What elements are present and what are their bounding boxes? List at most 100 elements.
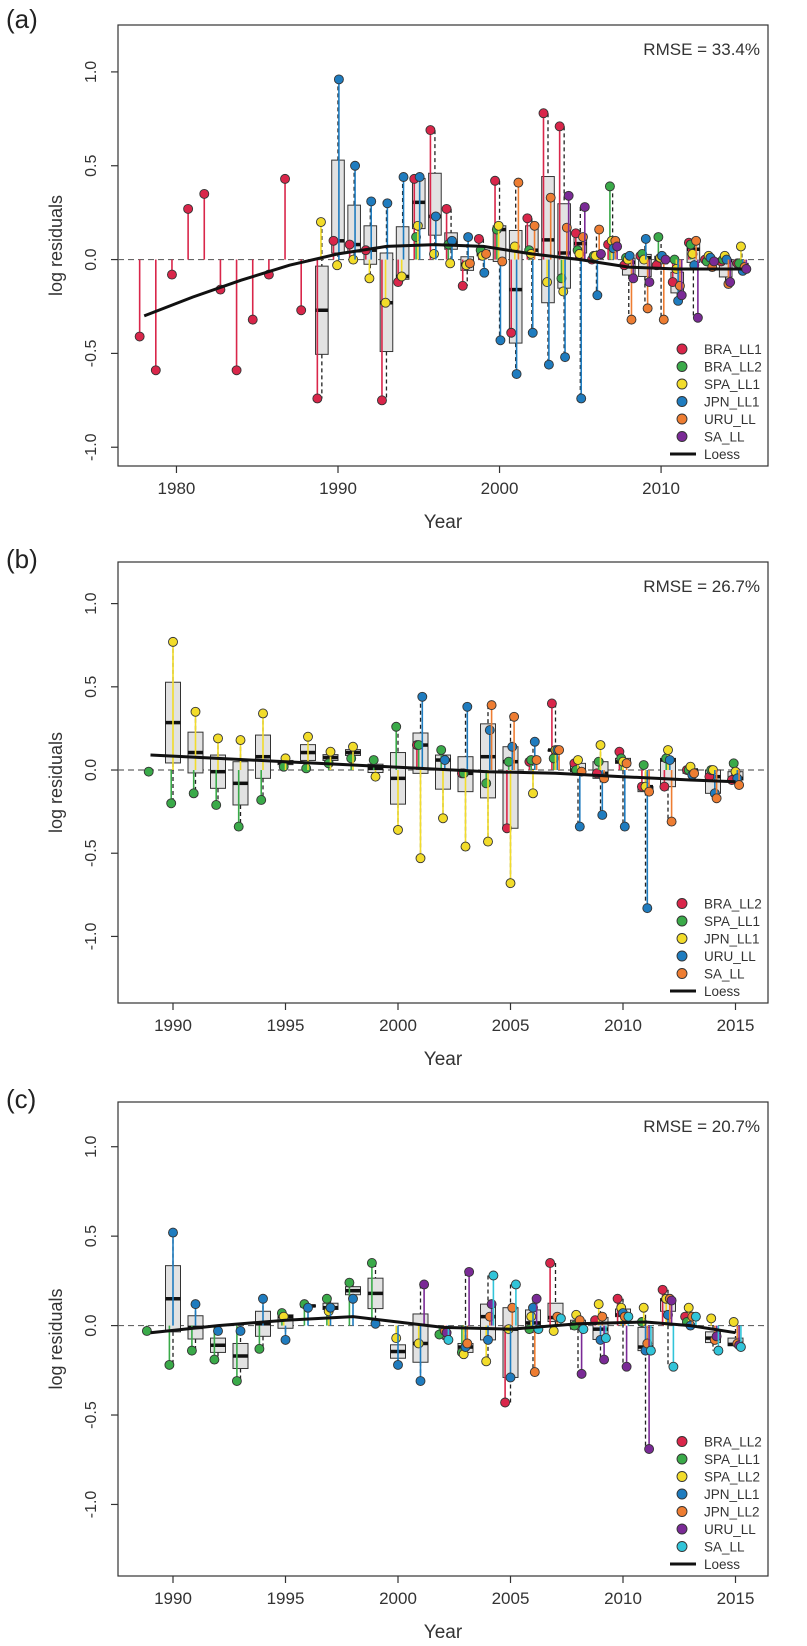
residual-point (596, 248, 606, 259)
legend-label: SA_LL (704, 430, 745, 445)
residual-point (429, 248, 439, 259)
residual-point (430, 211, 441, 222)
residual-point (168, 636, 178, 647)
residual-point (531, 755, 542, 765)
residual-point (481, 1356, 492, 1367)
residual-point (415, 853, 426, 864)
residual-point (604, 181, 615, 192)
x-tick-label: 2000 (481, 479, 519, 498)
legend-label: JPN_LL2 (704, 1505, 760, 1520)
residual-point (619, 821, 630, 832)
panel-b: (b) -1.0 -0.5 0.0 0.5 1.0 log residuals 1990 19… (0, 540, 807, 1080)
residual-point (522, 213, 533, 224)
residual-point (644, 1444, 655, 1454)
x-tick-label: 2010 (642, 479, 680, 498)
residual-point (391, 1333, 402, 1344)
residual-point (600, 1333, 611, 1344)
y-tick-label: 0.5 (83, 1225, 100, 1247)
residual-point (413, 1338, 424, 1349)
residual-point (462, 701, 473, 712)
residual-point (692, 312, 703, 323)
residual-chart-c: -1.0 -0.5 0.0 0.5 1.0 log residuals 1990 1995 20… (46, 1101, 769, 1643)
residual-point (350, 160, 361, 171)
residual-point (644, 277, 655, 288)
residual-point (463, 232, 474, 243)
panel-label: (a) (6, 4, 38, 34)
residual-point (366, 196, 377, 207)
rmse-label: RMSE = 20.7% (643, 1117, 760, 1136)
residual-point (481, 248, 492, 259)
residual-point (256, 795, 267, 805)
residual-point (527, 327, 538, 338)
residual-point (346, 753, 357, 764)
residual-point (593, 756, 604, 767)
residual-point (709, 256, 719, 267)
residual-point (479, 267, 490, 278)
residual-point (443, 1334, 454, 1345)
panel-a: (a) -1.0 -0.5 0.0 0.5 1.0 log residuals 1980 19… (0, 0, 807, 540)
residual-point (377, 395, 387, 406)
residual-point (690, 1311, 701, 1322)
residual-point (561, 222, 572, 233)
legend-marker (676, 378, 688, 390)
legend-label: JPN_LL1 (704, 932, 760, 947)
residual-point (143, 766, 154, 777)
residual-point (594, 224, 605, 235)
residual-point (413, 740, 424, 751)
y-axis-label: log residuals (46, 195, 66, 296)
residual-point (473, 233, 484, 244)
residual-point (301, 763, 312, 774)
x-tick-label: 2000 (379, 1589, 417, 1608)
residual-point (280, 173, 290, 184)
residual-point (364, 273, 375, 284)
residual-point (398, 172, 409, 182)
residual-point (231, 365, 242, 376)
residual-point (190, 1299, 201, 1310)
residual-point (186, 1345, 197, 1356)
x-tick-label: 2005 (492, 1589, 530, 1608)
residual-point (412, 220, 423, 231)
x-axis-label: Year (424, 1622, 463, 1641)
residual-point (621, 758, 632, 769)
rmse-label: RMSE = 33.4% (643, 40, 760, 59)
legend-label: Loess (704, 984, 740, 999)
legend-marker (676, 898, 688, 909)
residual-point (325, 1302, 336, 1313)
panel-label: (b) (6, 544, 38, 574)
residual-point (134, 331, 145, 342)
residual-chart-a: -1.0 -0.5 0.0 0.5 1.0 log residuals 1980 1990 20… (46, 24, 769, 533)
residual-point (653, 232, 664, 243)
y-tick-label: -1.0 (83, 923, 100, 951)
residual-point (528, 1302, 538, 1313)
residual-point (659, 781, 670, 792)
residual-point (233, 821, 244, 832)
residual-point (741, 264, 752, 274)
residual-point (258, 1293, 268, 1304)
legend-marker (676, 1506, 688, 1517)
residual-point (235, 1326, 246, 1336)
legend-marker (676, 1436, 688, 1447)
residual-point (576, 393, 587, 404)
residual-point (728, 1317, 739, 1327)
residual-point (511, 369, 522, 379)
residual-point (414, 172, 425, 182)
residual-point (545, 192, 556, 203)
residual-point (464, 1266, 475, 1277)
residual-point (735, 1342, 746, 1352)
residual-point (735, 241, 746, 252)
residual-point (211, 800, 222, 810)
residual-point (543, 359, 554, 370)
x-tick-label: 2000 (379, 1016, 417, 1035)
residual-point (734, 780, 745, 790)
x-tick-label: 2010 (604, 1016, 642, 1035)
residual-point (328, 235, 339, 246)
residual-point (209, 1354, 220, 1365)
legend-marker (676, 343, 688, 355)
residual-point (642, 903, 653, 914)
residual-point (457, 280, 468, 291)
plot-frame (117, 561, 769, 1004)
residual-point (505, 1372, 516, 1383)
residual-point (393, 824, 403, 835)
residual-point (501, 823, 512, 834)
y-tick-label: 1.0 (83, 1135, 100, 1157)
